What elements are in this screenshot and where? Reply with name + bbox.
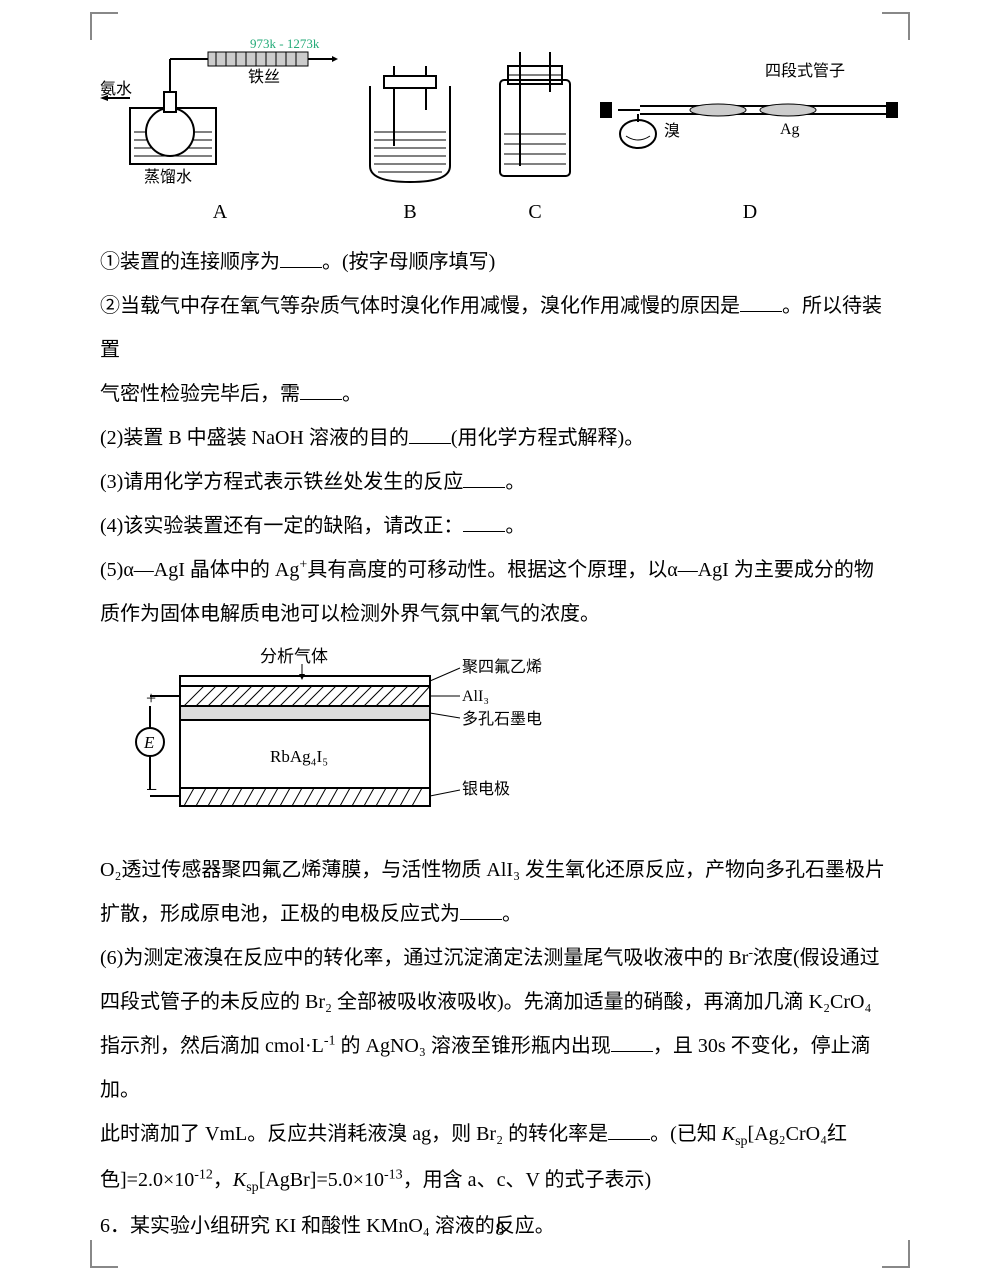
crop-mark-tr: [882, 12, 910, 40]
text-distilled-water: 蒸馏水: [144, 168, 192, 186]
text-plus: +: [146, 688, 156, 708]
t: 的 AgNO₃ 溶液至锥形瓶内出现: [341, 1035, 611, 1057]
figure-b-svg: [350, 36, 470, 186]
figure-a-svg: 973k - 1273k 铁丝: [100, 36, 340, 186]
text-rbag4i5: RbAg₄I₅: [270, 747, 328, 766]
crop-mark-tl: [90, 12, 118, 40]
text-ali3: AlI₃: [462, 688, 489, 705]
text-E: E: [143, 733, 155, 752]
t: 此时滴加了 VmL。反应共消耗液溴 ag，则 Br₂ 的转化率是: [100, 1123, 608, 1145]
line-after-fig2-b: 扩散，形成原电池，正极的电极反应式为 。: [100, 892, 900, 936]
t: 四段式管子的未反应的 Br₂ 全部被吸收液吸收)。先滴加适量的硝酸，再滴加几滴 …: [100, 991, 871, 1013]
line-q1-2a: ②当载气中存在氧气等杂质气体时溴化作用减慢，溴化作用减慢的原因是。所以待装置: [100, 284, 900, 372]
t: 。: [502, 903, 522, 925]
t: 扩散，形成原电池，正极的电极反应式为: [100, 903, 460, 925]
text-analyze-gas: 分析气体: [260, 647, 328, 666]
t: -12: [194, 1167, 213, 1182]
t: 浓度(假设通过: [753, 947, 880, 969]
t: sp: [246, 1180, 258, 1195]
t: -13: [384, 1167, 403, 1182]
text-temp: 973k - 1273k: [250, 36, 320, 51]
t: (6)为测定液溴在反应中的转化率，通过沉淀滴定法测量尾气吸收液中的 Br: [100, 947, 748, 969]
figure-c-label: C: [480, 190, 590, 234]
text-graphite: 多孔石墨电: [462, 710, 542, 728]
blank: [280, 249, 322, 268]
figure-c: C: [480, 36, 590, 234]
figure-b-label: B: [350, 190, 470, 234]
figure-d-label: D: [600, 190, 900, 234]
blank: [463, 513, 505, 532]
figure-d-svg: 四段式管子 Ag 溴: [600, 36, 900, 186]
text-ag-electrode: 银电极: [462, 780, 510, 798]
page-number: 8: [0, 1210, 1000, 1250]
t: [Ag₂CrO₄红: [748, 1123, 848, 1145]
t: 。: [342, 383, 362, 405]
line-q5c: 质作为固体电解质电池可以检测外界气氛中氧气的浓度。: [100, 592, 900, 636]
t: (用化学方程式解释)。: [451, 427, 644, 449]
figure-b: B: [350, 36, 470, 234]
t: 。: [505, 515, 525, 537]
t: (5)α—AgI 晶体中的 Ag: [100, 559, 299, 581]
t: [AgBr]=5.0×10: [259, 1169, 384, 1191]
figure-c-svg: [480, 36, 590, 186]
line-q6c: 指示剂，然后滴加 cmol·L-1 的 AgNO₃ 溶液至锥形瓶内出现，且 30…: [100, 1024, 900, 1112]
t: 。: [505, 471, 525, 493]
t: K: [233, 1169, 246, 1191]
page-sheet: 973k - 1273k 铁丝: [0, 0, 1000, 1280]
line-q1-1: ①装置的连接顺序为 。(按字母顺序填写): [100, 240, 900, 284]
t: ，用含 a、c、V 的式子表示): [403, 1169, 652, 1191]
t: K: [722, 1123, 735, 1145]
t: 质作为固体电解质电池可以检测外界气氛中氧气的浓度。: [100, 603, 600, 625]
line-q5a: (5)α—AgI 晶体中的 Ag+具有高度的可移动性。根据这个原理，以α—AgI…: [100, 548, 900, 592]
blank: [460, 901, 502, 920]
t: sp: [735, 1134, 747, 1149]
line-q4: (4)该实验装置还有一定的缺陷，请改正： 。: [100, 504, 900, 548]
t: 色]=2.0×10: [100, 1169, 194, 1191]
figure-2: E + −: [130, 646, 560, 838]
t: (4)该实验装置还有一定的缺陷，请改正：: [100, 515, 463, 537]
blank: [740, 293, 782, 312]
text-ag: Ag: [780, 121, 800, 138]
blank: [463, 469, 505, 488]
t: 指示剂，然后滴加 cmol·L: [100, 1035, 324, 1057]
blank: [300, 381, 342, 400]
line-q2: (2)装置 B 中盛装 NaOH 溶液的目的 (用化学方程式解释)。: [100, 416, 900, 460]
line-q6d: 此时滴加了 VmL。反应共消耗液溴 ag，则 Br₂ 的转化率是 。(已知 Ksp…: [100, 1112, 900, 1158]
text-minus: −: [146, 779, 157, 801]
t: (3)请用化学方程式表示铁丝处发生的反应: [100, 471, 463, 493]
figure-2-svg: E + −: [130, 646, 560, 822]
blank: [409, 425, 451, 444]
t: 。(已知: [650, 1123, 722, 1145]
t: ①装置的连接顺序为: [100, 251, 280, 273]
blank: [611, 1033, 653, 1052]
line-q6e: 色]=2.0×10-12，Ksp[AgBr]=5.0×10-13，用含 a、c、…: [100, 1158, 900, 1204]
figure-a: 973k - 1273k 铁丝: [100, 36, 340, 234]
t: ，: [213, 1169, 233, 1191]
figure-a-label: A: [100, 190, 340, 234]
figure-row-1: 973k - 1273k 铁丝: [100, 36, 900, 234]
text-ptfe: 聚四氟乙烯: [462, 658, 542, 676]
t: 具有高度的可移动性。根据这个原理，以α—AgI 为主要成分的物: [307, 559, 874, 581]
blank: [608, 1121, 650, 1140]
line-q1-2c: 气密性检验完毕后，需 。: [100, 372, 900, 416]
text-ammonia: 氨水: [100, 80, 132, 98]
t: O₂透过传感器聚四氟乙烯薄膜，与活性物质 AlI₃ 发生氧化还原反应，产物向多孔…: [100, 859, 885, 881]
t: ②当载气中存在氧气等杂质气体时溴化作用减慢，溴化作用减慢的原因是: [100, 295, 740, 317]
text-four-section-tube: 四段式管子: [765, 62, 845, 80]
t: (2)装置 B 中盛装 NaOH 溶液的目的: [100, 427, 409, 449]
line-q6b: 四段式管子的未反应的 Br₂ 全部被吸收液吸收)。先滴加适量的硝酸，再滴加几滴 …: [100, 980, 900, 1024]
t: 。(按字母顺序填写): [322, 251, 495, 273]
text-tube-label: 铁丝: [248, 68, 280, 86]
line-after-fig2-a: O₂透过传感器聚四氟乙烯薄膜，与活性物质 AlI₃ 发生氧化还原反应，产物向多孔…: [100, 848, 900, 892]
figure-d: 四段式管子 Ag 溴 D: [600, 36, 900, 234]
text-bromine: 溴: [664, 122, 680, 140]
line-q3: (3)请用化学方程式表示铁丝处发生的反应 。: [100, 460, 900, 504]
line-q6a: (6)为测定液溴在反应中的转化率，通过沉淀滴定法测量尾气吸收液中的 Br-浓度(…: [100, 936, 900, 980]
t: 气密性检验完毕后，需: [100, 383, 300, 405]
